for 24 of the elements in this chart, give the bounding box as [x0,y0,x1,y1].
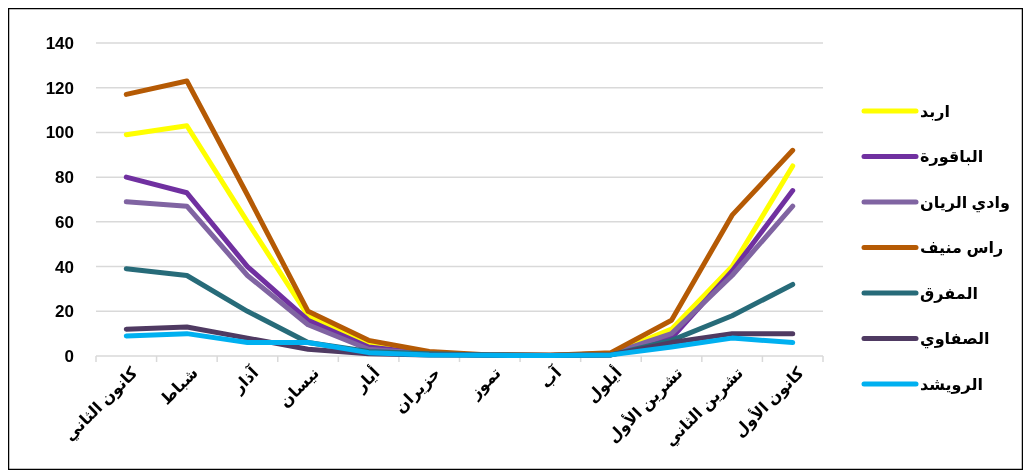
y-tick-label: 120 [45,78,74,98]
y-tick-label: 40 [55,257,74,277]
x-tick-label: نيسان [275,364,323,411]
y-tick-label: 80 [55,168,74,188]
y-tick-label: 100 [45,123,74,143]
y-tick-label: 20 [55,302,74,322]
y-tick-label: 140 [45,33,74,53]
x-tick-label: تموز [465,364,505,403]
legend-label: الباقورة [920,148,984,167]
y-tick-label: 0 [64,346,74,366]
legend-label: اربد [920,102,950,121]
x-tick-label: أيار [349,362,384,397]
legend-label: وادي الريان [920,193,1010,213]
legend-label: راس منيف [920,239,1004,258]
legend-label: الرويشد [920,375,983,394]
x-tick-label: آذار [227,362,263,398]
legend-label: المفرق [920,284,978,303]
legend-label: الصفاوي [920,330,990,350]
x-tick-label: آب [535,362,565,392]
y-tick-label: 60 [55,212,74,232]
x-tick-label: حزيران [391,364,444,417]
x-tick-label: أيلول [581,362,626,407]
x-tick-label: كانون الثاني [60,363,143,446]
x-tick-label: شباط [157,364,202,409]
